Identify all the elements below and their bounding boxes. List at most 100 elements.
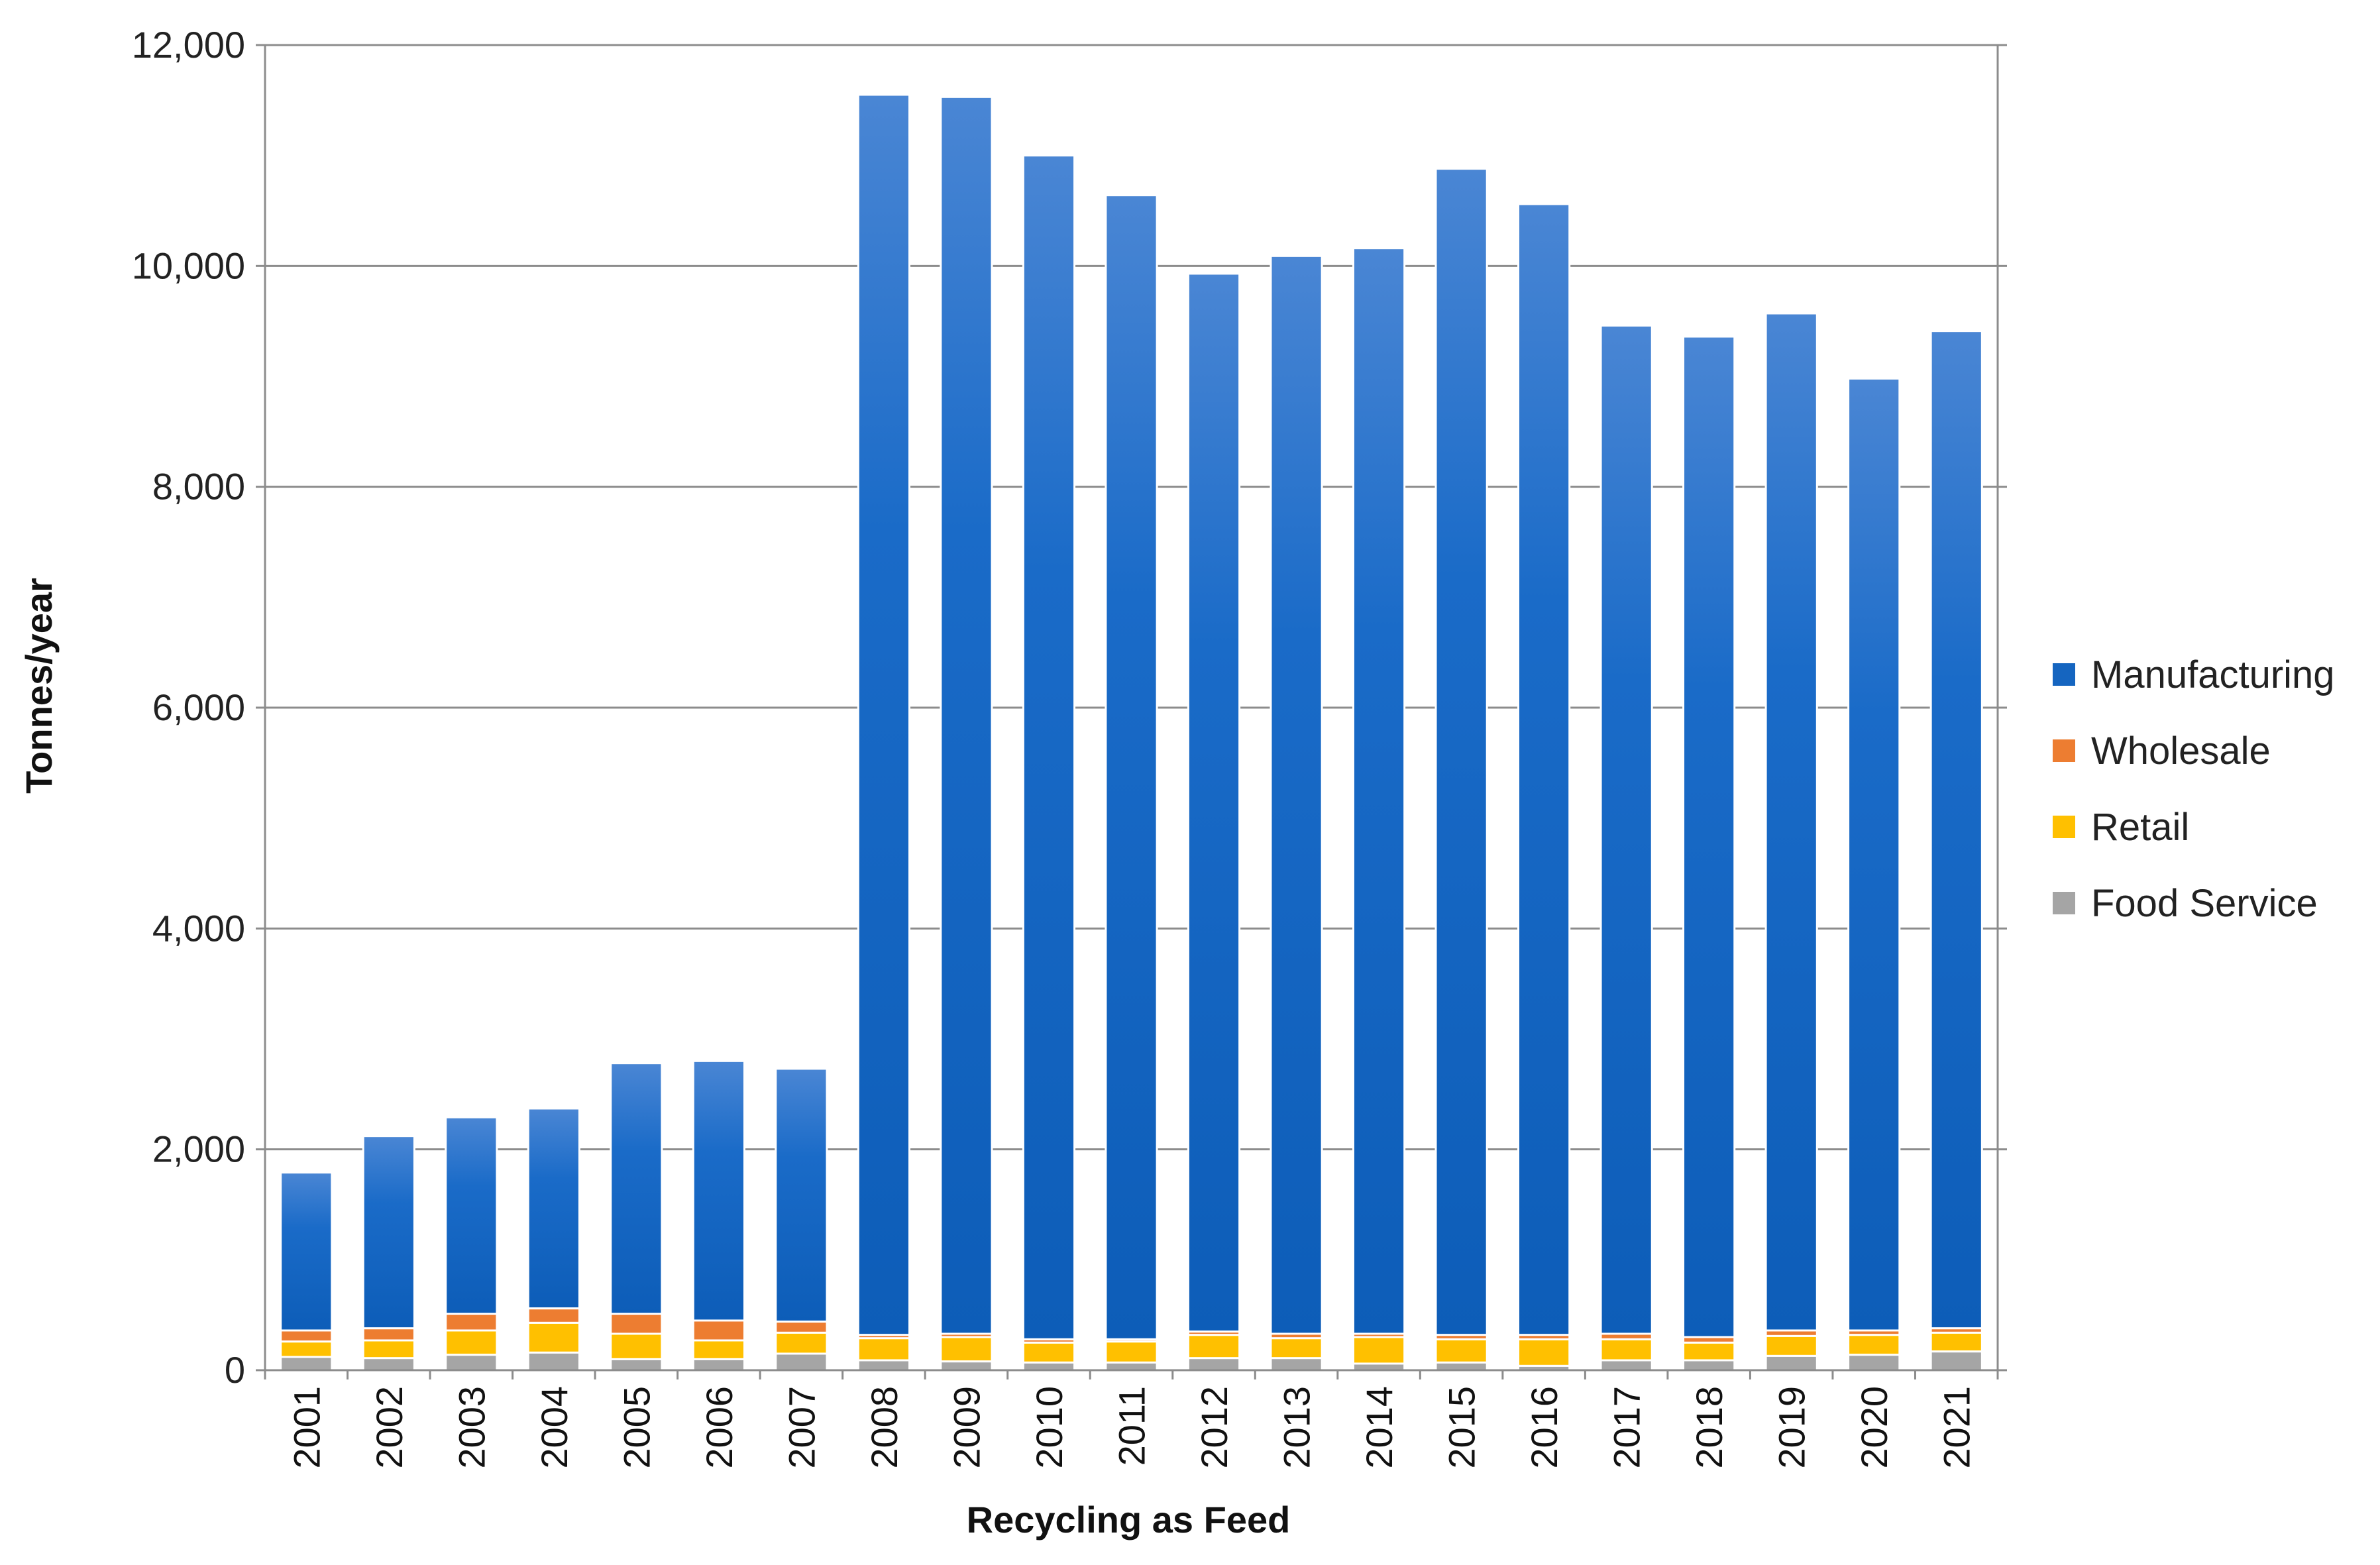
x-axis-title: Recycling as Feed xyxy=(967,1499,1291,1540)
bar-segment-retail xyxy=(857,1337,911,1362)
bar-segment-retail xyxy=(1599,1338,1653,1362)
bar-segment-retail xyxy=(1434,1338,1488,1364)
bar-segment-retail xyxy=(692,1339,745,1360)
x-tick-label: 2009 xyxy=(946,1386,987,1469)
bar-segment-food-service xyxy=(1105,1361,1158,1372)
bar-segment-manufacturing xyxy=(1434,168,1488,1336)
y-tick-label: 12,000 xyxy=(132,24,245,66)
bar-segment-retail xyxy=(527,1321,580,1354)
legend-swatch-wholesale xyxy=(2053,739,2075,762)
x-tick-label: 2010 xyxy=(1028,1386,1070,1469)
bar-segment-retail xyxy=(362,1339,415,1360)
bar-segment-manufacturing xyxy=(1929,330,1983,1330)
bar-segment-retail xyxy=(1929,1331,1983,1353)
x-tick-label: 2014 xyxy=(1358,1386,1400,1469)
bar-segment-food-service xyxy=(857,1359,911,1372)
y-tick-label: 0 xyxy=(225,1349,245,1391)
bar-segment-retail xyxy=(1105,1340,1158,1364)
legend-label: Manufacturing xyxy=(2091,653,2335,696)
x-tick-label: 2019 xyxy=(1771,1386,1813,1469)
bar-segment-food-service xyxy=(362,1357,415,1372)
x-tick-label: 2015 xyxy=(1441,1386,1483,1469)
y-tick-label: 6,000 xyxy=(152,686,245,728)
bar-segment-retail xyxy=(445,1329,498,1356)
bar-segment-manufacturing xyxy=(280,1171,333,1332)
bar-segment-manufacturing xyxy=(1517,203,1571,1336)
bar-segment-food-service xyxy=(692,1358,745,1372)
bar-segment-retail xyxy=(1517,1338,1571,1367)
legend-label: Wholesale xyxy=(2091,729,2271,773)
bar-segment-manufacturing xyxy=(1187,272,1241,1333)
bar-segment-manufacturing xyxy=(1682,335,1736,1338)
bar-segment-food-service xyxy=(1929,1350,1983,1372)
bar-segment-wholesale xyxy=(527,1307,580,1324)
legend-label: Food Service xyxy=(2091,882,2318,925)
bar-segment-retail xyxy=(610,1332,663,1360)
bar-segment-retail xyxy=(1270,1337,1323,1360)
x-tick-label: 2011 xyxy=(1111,1386,1153,1466)
x-tick-label: 2021 xyxy=(1936,1386,1978,1469)
x-tick-label: 2003 xyxy=(451,1386,492,1469)
bar-segment-manufacturing xyxy=(1105,194,1158,1340)
y-tick-label: 2,000 xyxy=(152,1128,245,1170)
bar-segment-food-service xyxy=(1434,1361,1488,1372)
bar-segment-manufacturing xyxy=(940,95,993,1335)
x-tick-label: 2002 xyxy=(368,1386,410,1469)
bar-segment-food-service xyxy=(1270,1357,1323,1372)
bar-segment-food-service xyxy=(1599,1359,1653,1372)
bar-segment-manufacturing xyxy=(692,1059,745,1322)
bar-segment-retail xyxy=(1764,1334,1818,1357)
bar-segment-wholesale xyxy=(280,1329,333,1343)
bar-segment-manufacturing xyxy=(362,1135,415,1330)
x-tick-label: 2018 xyxy=(1688,1386,1730,1469)
x-tick-label: 2008 xyxy=(863,1386,905,1469)
x-tick-label: 2020 xyxy=(1853,1386,1895,1469)
bar-segment-food-service xyxy=(1847,1354,1901,1372)
bar-segment-manufacturing xyxy=(527,1107,580,1310)
bar-segment-manufacturing xyxy=(445,1116,498,1315)
bar-segment-manufacturing xyxy=(1352,247,1406,1335)
bar-segment-manufacturing xyxy=(775,1067,828,1323)
bar-segment-retail xyxy=(280,1340,333,1358)
bar-segment-retail xyxy=(775,1331,828,1355)
bar-segment-retail xyxy=(1352,1336,1406,1365)
x-tick-label: 2013 xyxy=(1276,1386,1318,1469)
bar-segment-manufacturing xyxy=(1764,312,1818,1332)
bar-segment-manufacturing xyxy=(1022,154,1076,1340)
bar-segment-retail xyxy=(940,1336,993,1363)
x-tick-label: 2017 xyxy=(1606,1386,1648,1469)
x-tick-label: 2007 xyxy=(781,1386,822,1469)
x-tick-label: 2012 xyxy=(1193,1386,1235,1469)
y-tick-label: 8,000 xyxy=(152,466,245,508)
bar-segment-wholesale xyxy=(362,1327,415,1342)
x-tick-label: 2004 xyxy=(533,1386,575,1469)
bar-segment-food-service xyxy=(1764,1354,1818,1372)
x-tick-label: 2016 xyxy=(1523,1386,1565,1469)
x-tick-label: 2005 xyxy=(616,1386,657,1469)
bar-segment-food-service xyxy=(1187,1357,1241,1372)
bar-segment-retail xyxy=(1682,1341,1736,1362)
legend-swatch-retail xyxy=(2053,816,2075,838)
legend: Manufacturing Wholesale Retail Food Service xyxy=(2053,653,2335,925)
bar-segment-manufacturing xyxy=(1847,377,1901,1332)
bar-segment-food-service xyxy=(775,1352,828,1372)
bar-segment-wholesale xyxy=(610,1313,663,1335)
bar-segment-retail xyxy=(1187,1334,1241,1360)
bar-segment-wholesale xyxy=(692,1319,745,1342)
bar-segment-food-service xyxy=(610,1358,663,1372)
x-tick-label: 2001 xyxy=(286,1386,327,1469)
bar-segment-food-service xyxy=(1022,1361,1076,1372)
x-tick-label: 2006 xyxy=(698,1386,740,1469)
legend-label: Retail xyxy=(2091,806,2189,849)
bar-segment-food-service xyxy=(445,1354,498,1372)
legend-swatch-manufacturing xyxy=(2053,663,2075,686)
legend-swatch-food-service xyxy=(2053,892,2075,914)
y-tick-labels: 0 2,000 4,000 6,000 8,000 10,000 12,000 xyxy=(132,24,245,1391)
bar-segment-food-service xyxy=(527,1351,580,1372)
bars xyxy=(280,93,1983,1372)
bar-segment-manufacturing xyxy=(857,93,911,1336)
bar-segment-manufacturing xyxy=(1270,254,1323,1335)
bar-segment-wholesale xyxy=(775,1321,828,1334)
